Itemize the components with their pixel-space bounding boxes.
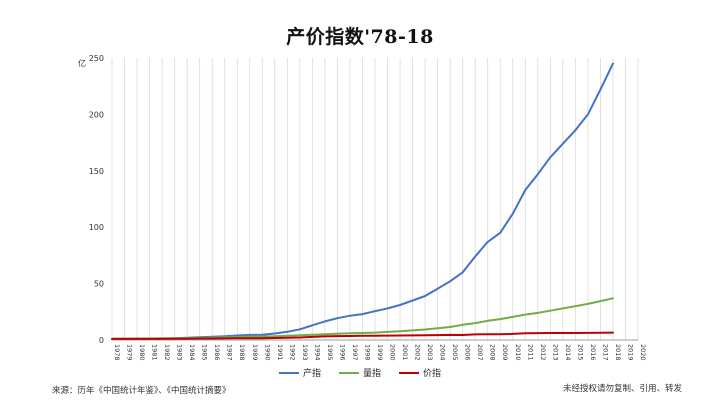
x-tick-label: 1999 <box>376 344 384 361</box>
legend-item-volume: 量指 <box>338 366 381 379</box>
legend-swatch-price <box>399 371 419 374</box>
x-tick-label: 1984 <box>188 344 196 361</box>
x-tick-label: 2006 <box>464 344 472 361</box>
y-tick-label: 0 <box>99 336 104 345</box>
x-tick-label: 2005 <box>451 344 459 361</box>
x-tick-label: 1989 <box>251 344 259 361</box>
x-tick-label: 2013 <box>551 344 559 361</box>
legend-label-volume: 量指 <box>362 369 381 379</box>
chart-title: 产价指数'78-18 <box>286 26 434 48</box>
x-tick-label: 2002 <box>414 344 422 361</box>
y-axis-label: 亿 <box>78 59 86 68</box>
x-tick-label: 2018 <box>614 344 622 361</box>
x-tick-label: 2011 <box>526 344 534 361</box>
x-tick-label: 1993 <box>301 344 309 361</box>
x-tick-label: 1995 <box>326 344 334 361</box>
copyright-note: 未经授权请勿复制、引用、转发 <box>562 384 682 394</box>
x-tick-label: 2010 <box>514 344 522 361</box>
x-tick-label: 1994 <box>313 344 321 361</box>
x-tick-label: 2014 <box>564 344 572 361</box>
x-tick-label: 1985 <box>201 344 209 361</box>
legend-swatch-volume <box>338 371 359 374</box>
x-tick-label: 2004 <box>439 344 447 361</box>
axis-layer: 1978 1979 1980 1981 1982 1983 1984 1985 1986 1987… <box>89 54 647 361</box>
x-tick-label: 1982 <box>163 344 171 361</box>
legend-swatch-output <box>278 371 299 374</box>
x-tick-label: 1991 <box>276 344 284 361</box>
x-tick-label: 2016 <box>589 344 597 361</box>
x-tick-label: 1987 <box>226 344 234 361</box>
x-tick-label: 2012 <box>539 344 547 361</box>
x-tick-label: 2003 <box>426 344 434 361</box>
grid-layer <box>111 58 639 340</box>
x-tick-label: 2017 <box>601 344 609 361</box>
x-tick-label: 1992 <box>288 344 296 361</box>
source-note: 来源：历年《中国统计年鉴》、《中国统计摘要》 <box>52 386 231 396</box>
x-tick-label: 2001 <box>401 344 409 361</box>
x-tick-label: 2009 <box>501 344 509 361</box>
series-line-price <box>111 331 614 340</box>
legend: 产指 量指 价指 <box>0 366 720 379</box>
legend-item-price: 价指 <box>399 366 441 379</box>
y-tick-label: 50 <box>94 280 104 289</box>
x-tick-label: 1997 <box>351 344 359 361</box>
x-tick-label: 2019 <box>626 344 634 361</box>
series-layer <box>111 62 614 340</box>
x-tick-label: 1983 <box>176 344 184 361</box>
x-tick-label: 2015 <box>576 344 584 361</box>
x-tick-label: 1978 <box>113 344 121 361</box>
x-tick-label: 1981 <box>151 344 159 361</box>
legend-item-output: 产指 <box>278 366 321 379</box>
x-tick-label: 2000 <box>389 344 397 361</box>
y-tick-label: 250 <box>89 54 104 63</box>
y-tick-label: 100 <box>89 223 104 232</box>
y-tick-label: 150 <box>89 167 104 176</box>
legend-label-output: 产指 <box>302 369 321 379</box>
x-tick-label: 1980 <box>138 344 146 361</box>
x-tick-label: 1996 <box>338 344 346 361</box>
x-tick-label: 1998 <box>363 344 371 361</box>
x-tick-label: 1986 <box>213 344 221 361</box>
x-tick-label: 1988 <box>238 344 246 361</box>
x-tick-label: 2007 <box>476 344 484 361</box>
legend-label-price: 价指 <box>423 369 442 379</box>
x-tick-label: 2020 <box>639 344 647 361</box>
x-tick-label: 1979 <box>126 344 134 361</box>
x-tick-label: 2008 <box>489 344 497 361</box>
x-tick-label: 1990 <box>263 344 271 361</box>
y-tick-label: 200 <box>89 110 104 119</box>
